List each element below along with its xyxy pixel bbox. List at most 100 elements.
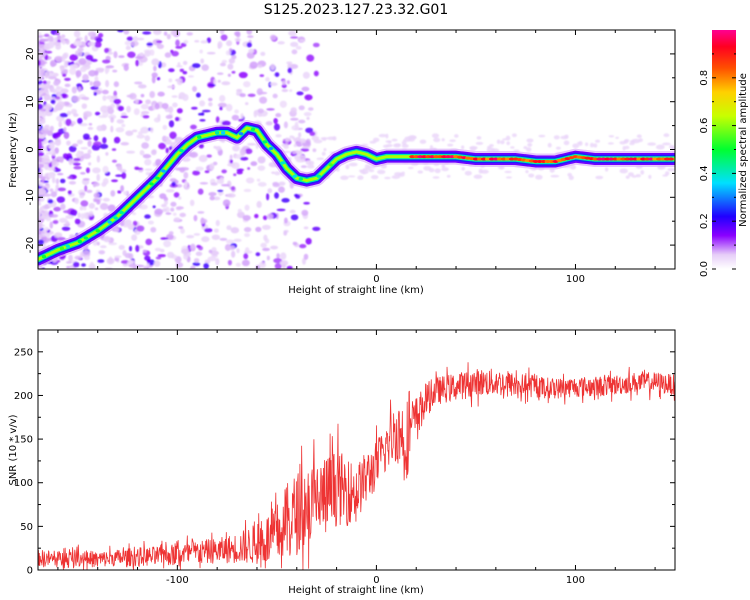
noise-speck	[249, 61, 258, 69]
noise-speck	[357, 175, 364, 180]
noise-speck	[192, 85, 197, 92]
noise-speck	[174, 167, 184, 171]
noise-speck	[619, 168, 628, 174]
noise-speck	[662, 142, 671, 146]
noise-speck	[44, 110, 53, 117]
noise-speck	[79, 45, 84, 48]
noise-speck	[171, 50, 179, 57]
noise-speck	[108, 114, 117, 120]
noise-speck	[461, 167, 465, 171]
ridge-blob	[328, 163, 333, 167]
noise-speck	[166, 33, 171, 40]
noise-speck	[290, 41, 299, 47]
noise-speck	[244, 204, 250, 211]
noise-speck	[61, 57, 65, 62]
noise-speck	[103, 235, 111, 243]
noise-speck	[38, 239, 45, 246]
snr-x-tick-label: 100	[566, 575, 585, 586]
noise-speck	[202, 109, 211, 113]
noise-speck	[446, 174, 451, 178]
noise-speck	[48, 202, 53, 208]
noise-speck	[141, 142, 149, 149]
noise-speck	[126, 105, 131, 113]
noise-speck	[535, 174, 543, 180]
noise-speck	[126, 36, 134, 42]
noise-speck	[189, 151, 199, 158]
noise-speck	[460, 145, 465, 150]
noise-speck	[170, 30, 179, 36]
noise-speck	[391, 175, 401, 179]
noise-speck	[269, 34, 277, 41]
spectrogram-y-tick-label: 0	[25, 146, 36, 152]
noise-speck	[38, 202, 42, 206]
noise-speck	[237, 208, 242, 213]
noise-speck	[595, 139, 600, 143]
noise-speck	[663, 133, 670, 138]
noise-speck	[78, 58, 87, 65]
noise-speck	[132, 129, 138, 133]
noise-speck	[62, 73, 67, 77]
noise-speck	[153, 260, 161, 267]
noise-speck	[88, 162, 92, 166]
noise-speck	[221, 81, 231, 86]
spectrogram-y-label: Frequency (Hz)	[8, 112, 19, 188]
figure-title: S125.2023.127.23.32.G01	[264, 2, 449, 18]
noise-speck	[301, 158, 306, 162]
noise-speck	[175, 262, 184, 268]
noise-speck	[221, 184, 230, 187]
noise-speck	[38, 35, 43, 39]
noise-speck	[290, 117, 299, 121]
noise-speck	[254, 213, 259, 219]
ridge-blob	[161, 169, 166, 173]
noise-speck	[180, 42, 187, 48]
noise-speck	[279, 100, 287, 108]
noise-speck	[42, 130, 52, 134]
noise-speck	[231, 70, 236, 74]
noise-speck	[193, 214, 198, 222]
noise-speck	[200, 218, 208, 224]
noise-speck	[244, 148, 253, 155]
noise-speck	[102, 165, 109, 174]
noise-speck	[113, 51, 118, 59]
spectrogram-plot-area	[38, 30, 675, 269]
noise-speck	[162, 208, 167, 213]
noise-speck	[162, 124, 168, 130]
noise-speck	[127, 223, 135, 230]
noise-speck	[53, 80, 60, 86]
noise-speck	[345, 164, 350, 170]
colorbar-tick-label: 0.4	[699, 165, 710, 181]
colorbar-axes: 0.0 0.2 0.4 0.6 0.8	[699, 53, 736, 277]
noise-speck	[87, 149, 92, 155]
noise-speck	[79, 251, 84, 258]
noise-speck	[278, 181, 286, 186]
noise-speck	[144, 158, 152, 166]
noise-speck	[281, 79, 286, 86]
noise-speck	[123, 219, 132, 226]
noise-speck	[96, 173, 101, 182]
noise-speck	[648, 174, 652, 179]
noise-speck	[206, 51, 216, 55]
noise-speck	[236, 170, 243, 175]
noise-speck	[163, 31, 168, 36]
noise-speck	[67, 176, 73, 180]
snr-y-tick-label: 50	[20, 522, 33, 533]
noise-speck	[38, 163, 45, 168]
noise-speck	[48, 150, 54, 155]
noise-speck	[42, 80, 48, 85]
noise-speck	[480, 169, 489, 174]
snr-x-tick-label: -100	[166, 575, 189, 586]
noise-speck	[38, 195, 45, 202]
noise-speck	[525, 170, 529, 174]
noise-speck	[77, 212, 81, 219]
noise-speck	[121, 172, 127, 179]
noise-speck	[236, 88, 243, 92]
noise-speck	[38, 138, 43, 141]
noise-speck	[417, 170, 424, 174]
ridge-peak	[668, 157, 675, 161]
noise-speck	[181, 167, 189, 171]
colorbar-tick-label: 0.8	[699, 70, 710, 86]
ridge-blob	[149, 182, 154, 186]
noise-speck	[140, 93, 145, 98]
noise-speck	[131, 234, 138, 241]
